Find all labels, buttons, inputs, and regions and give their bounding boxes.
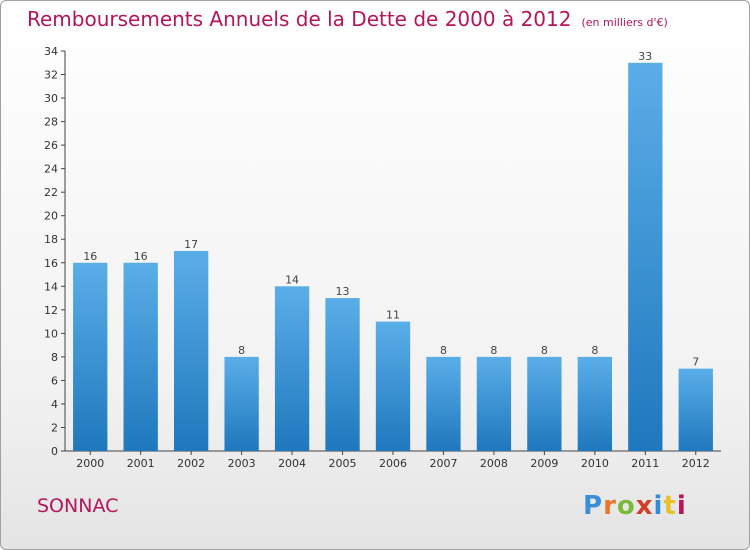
labels: 0246810121416182022242628303234200016200… (44, 45, 710, 470)
bar (476, 356, 512, 451)
x-tick-label: 2001 (127, 457, 155, 470)
x-tick-label: 2011 (631, 457, 659, 470)
x-tick-label: 2005 (329, 457, 357, 470)
logo-letter: i (653, 491, 664, 521)
y-tick-label: 0 (51, 445, 58, 458)
bar (527, 356, 562, 451)
chart-subtitle: (en milliers d'€) (581, 16, 668, 29)
logo-letter: r (603, 491, 617, 521)
y-tick-label: 10 (44, 327, 58, 340)
y-tick-label: 28 (44, 116, 58, 129)
bar (577, 356, 613, 451)
bars (73, 62, 713, 451)
bar (375, 321, 411, 451)
logo-letter: P (583, 491, 604, 521)
data-label: 11 (386, 309, 400, 322)
bar (325, 298, 360, 451)
x-tick-label: 2004 (278, 457, 306, 470)
x-tick-label: 2002 (177, 457, 205, 470)
x-tick-label: 2010 (581, 457, 609, 470)
bar (173, 251, 209, 451)
x-tick-label: 2003 (228, 457, 256, 470)
logo-letter: i (676, 491, 687, 521)
y-tick-label: 24 (44, 163, 58, 176)
y-tick-label: 32 (44, 69, 58, 82)
proxiti-logo[interactable]: Proxiti (583, 491, 687, 521)
x-tick-label: 2007 (429, 457, 457, 470)
chart-title-row: Remboursements Annuels de la Dette de 20… (27, 7, 668, 31)
y-tick-label: 14 (44, 280, 58, 293)
data-label: 8 (541, 344, 548, 357)
data-label: 14 (285, 273, 299, 286)
x-tick-label: 2000 (76, 457, 104, 470)
y-tick-label: 34 (44, 45, 58, 58)
y-tick-label: 16 (44, 257, 58, 270)
data-label: 8 (591, 344, 598, 357)
y-tick-label: 26 (44, 139, 58, 152)
y-tick-label: 4 (51, 398, 58, 411)
bar (123, 262, 158, 451)
commune-name: SONNAC (37, 495, 119, 517)
data-label: 8 (490, 344, 497, 357)
data-label: 13 (336, 285, 350, 298)
logo-letter: o (616, 491, 636, 521)
y-tick-label: 12 (44, 304, 58, 317)
bar (628, 62, 663, 451)
chart-title: Remboursements Annuels de la Dette de 20… (27, 7, 572, 31)
bar (274, 286, 310, 451)
y-tick-label: 6 (51, 374, 58, 387)
bar (426, 356, 461, 451)
logo-letter: t (663, 491, 677, 521)
data-label: 33 (638, 50, 652, 63)
logo-letter: x (635, 491, 654, 521)
data-label: 16 (83, 250, 97, 263)
y-tick-label: 8 (51, 351, 58, 364)
data-label: 7 (692, 356, 699, 369)
x-tick-label: 2006 (379, 457, 407, 470)
x-tick-label: 2012 (682, 457, 710, 470)
bar (678, 368, 713, 451)
x-tick-label: 2008 (480, 457, 508, 470)
data-label: 16 (134, 250, 148, 263)
bar (224, 356, 259, 451)
y-tick-label: 30 (44, 92, 58, 105)
y-tick-label: 18 (44, 233, 58, 246)
y-tick-label: 22 (44, 186, 58, 199)
y-tick-label: 20 (44, 210, 58, 223)
data-label: 17 (184, 238, 198, 251)
x-tick-label: 2009 (530, 457, 558, 470)
data-label: 8 (238, 344, 245, 357)
y-tick-label: 2 (51, 421, 58, 434)
data-label: 8 (440, 344, 447, 357)
bar (73, 262, 108, 451)
